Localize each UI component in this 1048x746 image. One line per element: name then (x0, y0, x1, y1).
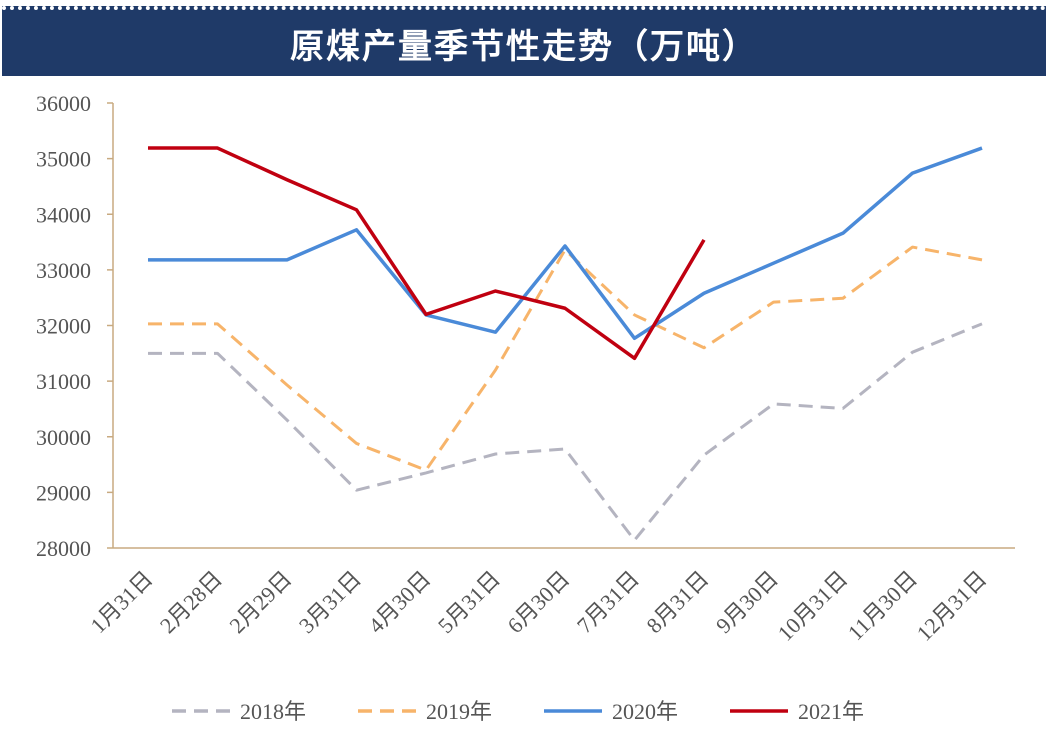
y-tick-label: 28000 (36, 536, 91, 561)
y-tick-label: 32000 (36, 314, 91, 339)
legend-label: 2021年 (798, 699, 864, 724)
x-tick-label: 11月30日 (843, 566, 922, 645)
chart-title: 原煤产量季节性走势（万吨） (290, 26, 758, 67)
y-tick-label: 31000 (36, 369, 91, 394)
y-tick-label: 29000 (36, 480, 91, 505)
series-line-2018年 (148, 322, 983, 542)
legend-label: 2018年 (240, 699, 306, 724)
title-bar: 原煤产量季节性走势（万吨） (2, 6, 1046, 76)
x-tick-label: 1月31日 (85, 566, 157, 638)
x-tick-label: 2月29日 (224, 566, 296, 638)
y-tick-label: 35000 (36, 147, 91, 172)
y-tick-label: 33000 (36, 258, 91, 283)
series-line-2021年 (148, 146, 706, 361)
x-tick-label: 6月30日 (502, 566, 574, 638)
x-tick-label: 4月30日 (363, 566, 435, 638)
y-tick-label: 34000 (36, 202, 91, 227)
legend-label: 2019年 (426, 699, 492, 724)
x-tick-label: 10月31日 (773, 566, 853, 646)
y-tick-label: 30000 (36, 425, 91, 450)
x-tick-label: 8月31日 (641, 566, 713, 638)
x-tick-label: 12月31日 (912, 566, 992, 646)
x-tick-label: 7月31日 (572, 566, 644, 638)
x-tick-label: 5月31日 (433, 566, 505, 638)
series-line-2019年 (148, 245, 983, 472)
x-tick-label: 2月28日 (155, 566, 227, 638)
legend-label: 2020年 (612, 699, 678, 724)
y-tick-label: 36000 (36, 91, 91, 116)
x-tick-label: 3月31日 (294, 566, 366, 638)
